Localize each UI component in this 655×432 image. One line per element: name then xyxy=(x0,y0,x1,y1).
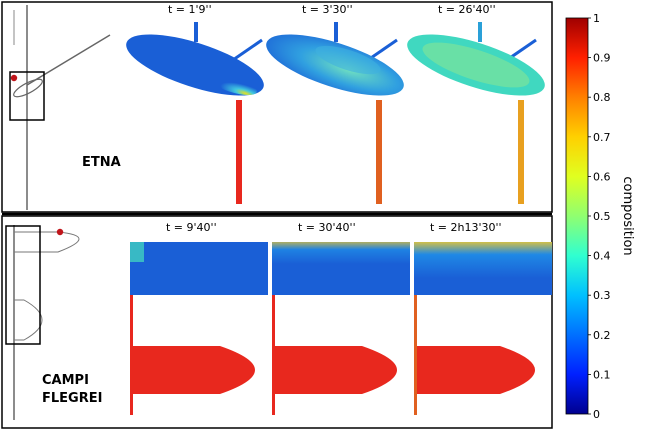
campi-flegrei-snapshot-1: t = 9'40'' xyxy=(130,221,268,415)
colorbar-tick-label: 0.7 xyxy=(593,131,611,144)
campi-flegrei-time-3: t = 2h13'30'' xyxy=(430,221,502,234)
etna-snapshot-2: t = 3'30'' xyxy=(266,3,404,204)
campi-flegrei-schematic xyxy=(5,225,80,420)
colorbar-tick-label: 0.3 xyxy=(593,289,611,302)
etna-snapshot-3: t = 26'40'' xyxy=(407,3,545,204)
campi-flegrei-zoom-box xyxy=(5,225,41,345)
colorbar-ticks: 0 0.1 0.2 0.3 0.4 0.5 0.6 0.7 0.8 0.9 1 xyxy=(588,12,611,421)
etna-zoom-box xyxy=(9,71,45,121)
campi-flegrei-time-2: t = 30'40'' xyxy=(298,221,356,234)
campi-flegrei-panel: CAMPI FLEGREI t = 9'40'' t = 30'40'' t =… xyxy=(1,215,553,429)
campi-flegrei-panel-frame xyxy=(1,215,553,429)
etna-schematic xyxy=(9,5,111,210)
campi-flegrei-time-1: t = 9'40'' xyxy=(166,221,217,234)
colorbar-tick-label: 0.5 xyxy=(593,210,611,223)
colorbar-label: composition xyxy=(620,176,635,255)
etna-panel-frame xyxy=(1,1,553,213)
campi-flegrei-label-line-1: CAMPI xyxy=(42,373,89,388)
colorbar-tick-label: 0.9 xyxy=(593,52,611,65)
etna-time-3: t = 26'40'' xyxy=(438,3,496,16)
colorbar-tick-label: 0.1 xyxy=(593,368,611,381)
etna-time-1: t = 1'9'' xyxy=(168,3,212,16)
campi-flegrei-label-line-2: FLEGREI xyxy=(42,391,102,406)
etna-label: ETNA xyxy=(82,155,121,170)
colorbar-tick-label: 0.6 xyxy=(593,170,611,183)
campi-flegrei-snapshot-3: t = 2h13'30'' xyxy=(414,221,552,415)
colorbar-scale xyxy=(565,17,589,415)
etna-snapshot-1: t = 1'9'' xyxy=(126,3,264,204)
etna-location-marker xyxy=(10,74,18,82)
etna-panel: ETNA t = 1'9'' t = 3'30'' t = 26'40'' xyxy=(1,1,553,213)
colorbar: 0 0.1 0.2 0.3 0.4 0.5 0.6 0.7 0.8 0.9 1 compositio… xyxy=(565,12,635,421)
etna-time-2: t = 3'30'' xyxy=(302,3,353,16)
colorbar-tick-label: 0.4 xyxy=(593,250,611,263)
campi-flegrei-location-marker xyxy=(56,228,64,236)
colorbar-tick-label: 1 xyxy=(593,12,600,25)
colorbar-tick-label: 0 xyxy=(593,408,600,421)
colorbar-tick-label: 0.2 xyxy=(593,329,611,342)
campi-flegrei-snapshot-2: t = 30'40'' xyxy=(272,221,410,415)
colorbar-tick-label: 0.8 xyxy=(593,91,611,104)
